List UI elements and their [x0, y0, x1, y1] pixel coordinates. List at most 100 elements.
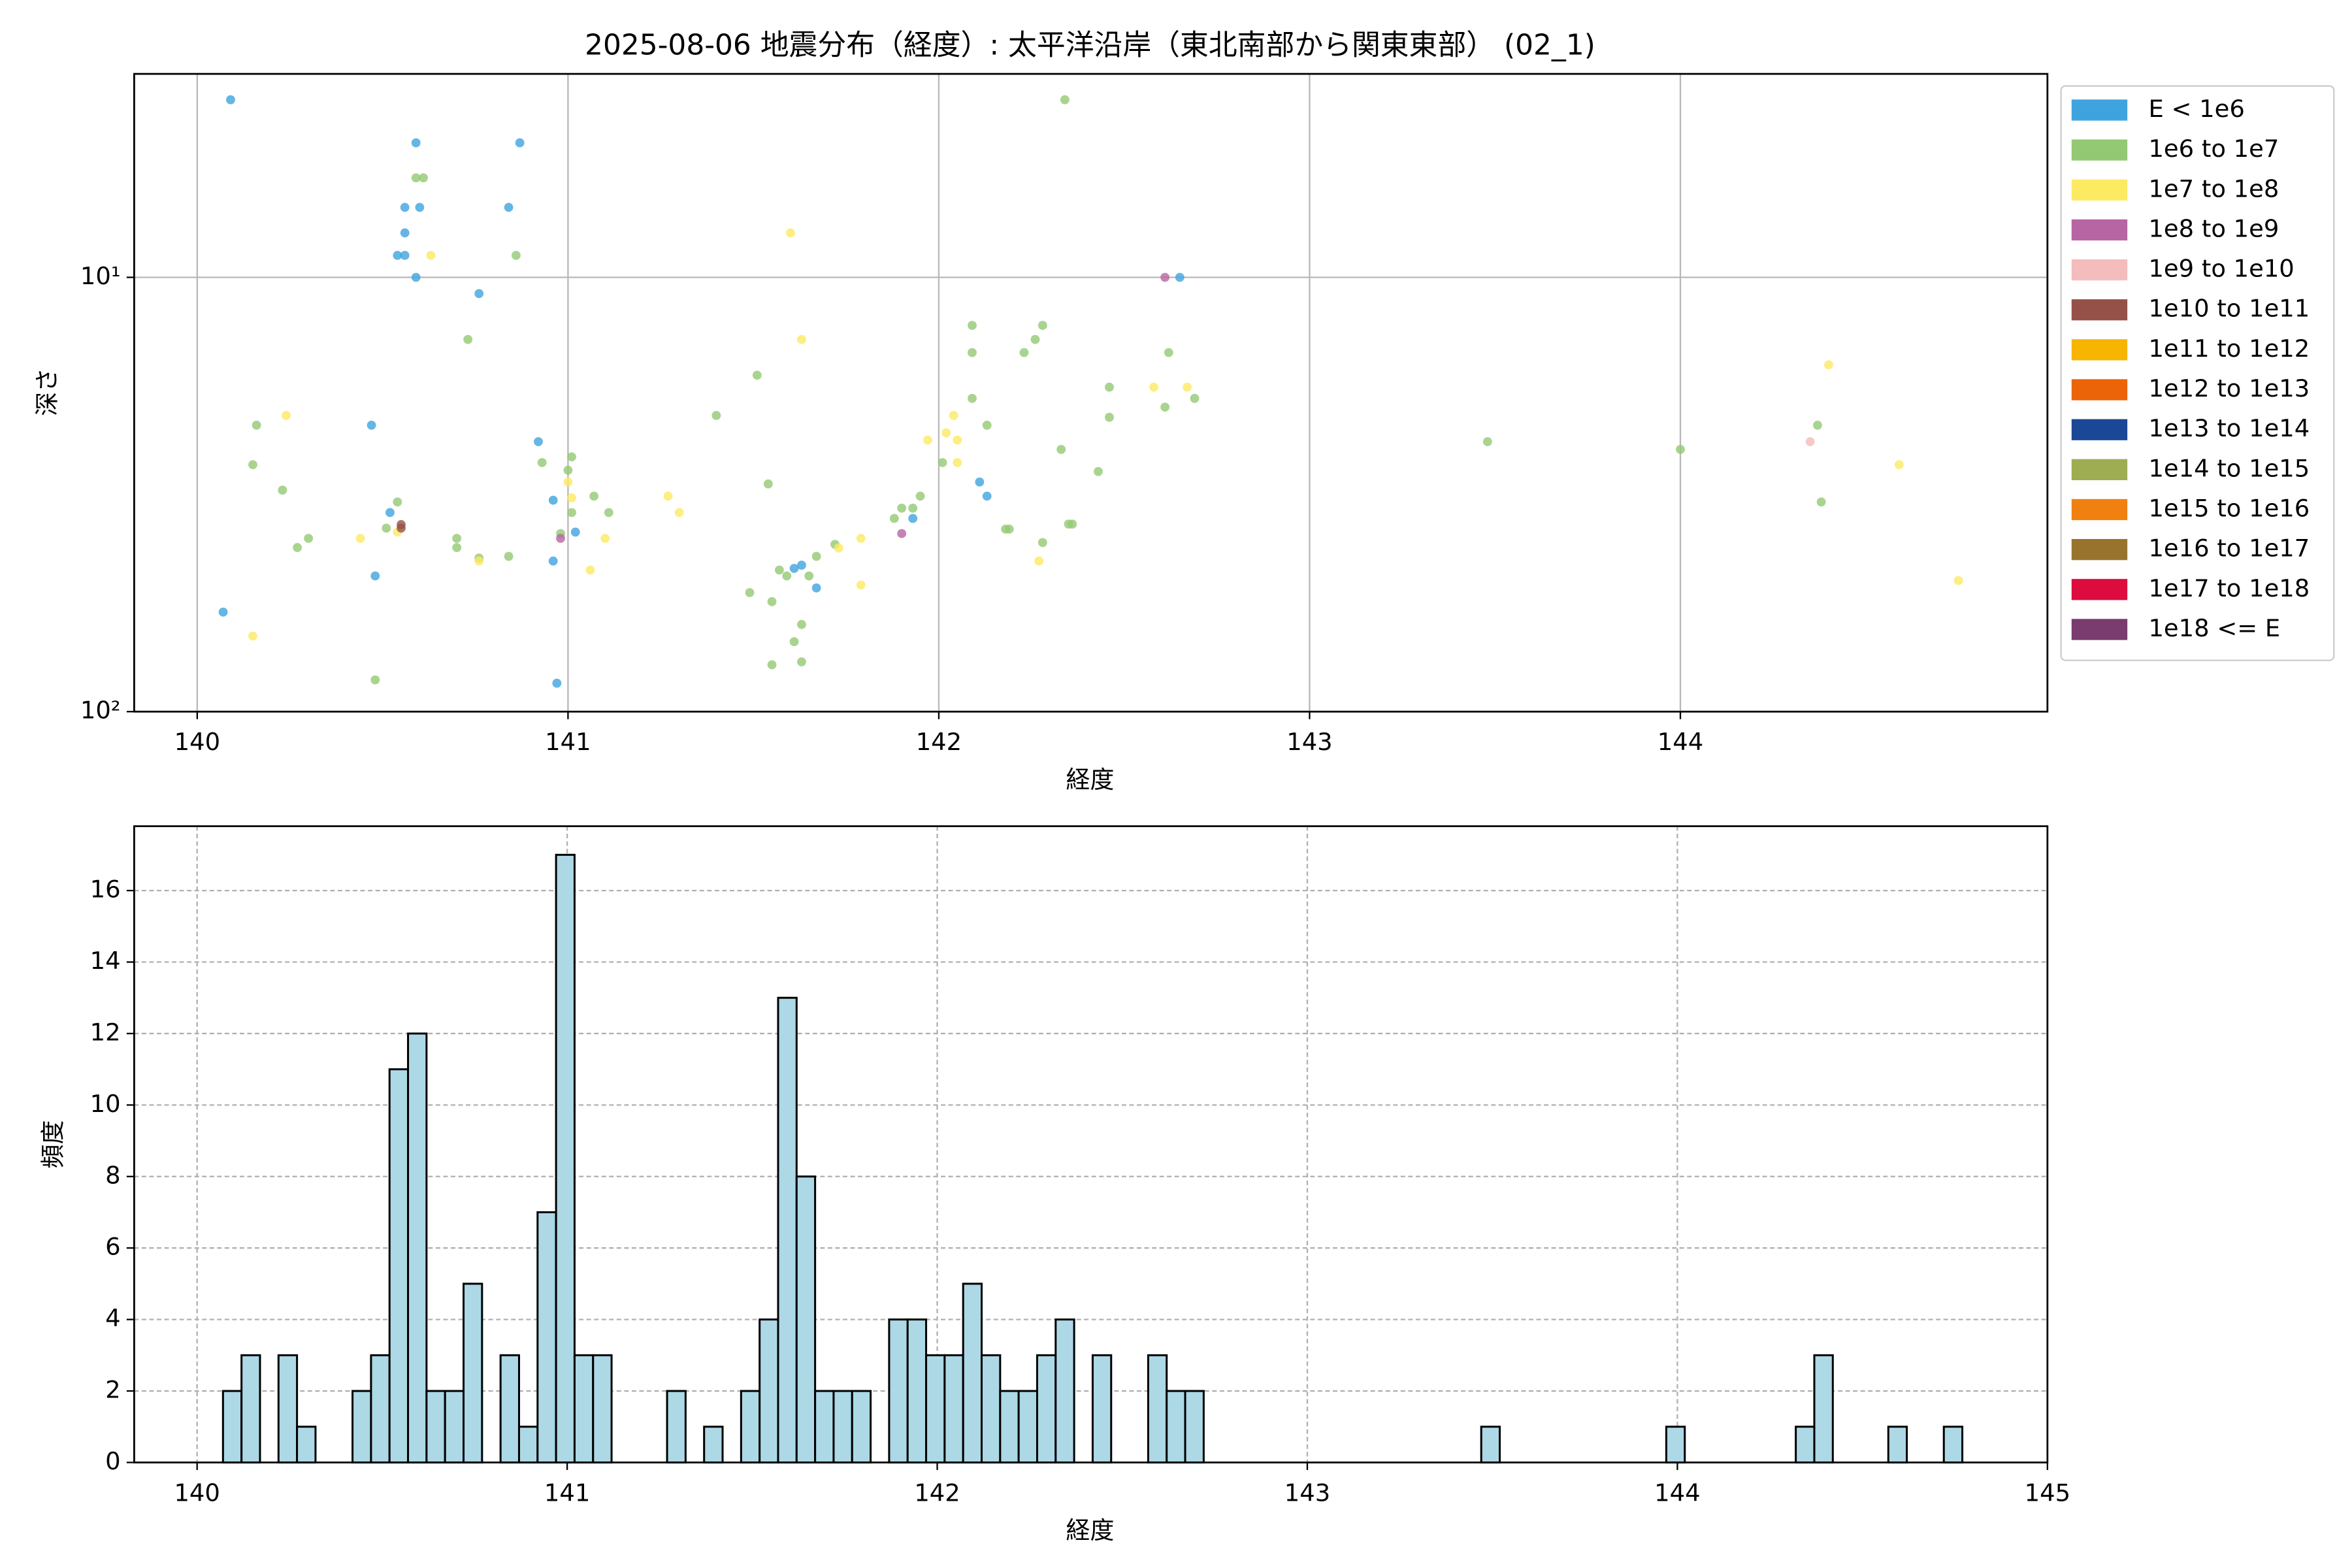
point — [370, 571, 380, 581]
point — [923, 435, 932, 445]
legend-swatch — [2071, 179, 2128, 201]
legend-swatch — [2071, 539, 2128, 561]
point — [278, 485, 287, 495]
point — [953, 458, 962, 467]
point — [567, 493, 576, 503]
point — [797, 657, 806, 666]
bar — [351, 1390, 372, 1463]
bar — [555, 853, 576, 1463]
y-tick-label: 4 — [105, 1304, 120, 1332]
point — [1060, 95, 1070, 105]
point — [1164, 348, 1173, 357]
point — [982, 420, 992, 430]
point — [856, 534, 866, 543]
point — [415, 203, 425, 212]
bar — [425, 1390, 446, 1463]
point — [1037, 321, 1047, 330]
point — [248, 460, 257, 470]
point — [293, 543, 302, 553]
point — [604, 508, 613, 517]
legend-label: 1e10 to 1e11 — [2148, 295, 2310, 323]
point — [797, 561, 806, 570]
legend-swatch — [2071, 419, 2128, 440]
bar — [906, 1318, 928, 1463]
bar — [1054, 1318, 1075, 1463]
legend-label: 1e7 to 1e8 — [2148, 174, 2279, 203]
point — [941, 428, 951, 438]
bar — [1036, 1354, 1057, 1463]
point — [968, 348, 977, 357]
point — [393, 497, 402, 507]
point — [400, 228, 410, 238]
point — [589, 491, 599, 501]
x-axis-label: 経度 — [1066, 1516, 1115, 1544]
point — [452, 534, 462, 543]
legend-swatch — [2071, 619, 2128, 640]
legend-swatch — [2071, 379, 2128, 400]
point — [563, 465, 573, 475]
point — [370, 675, 380, 685]
point — [385, 508, 395, 517]
point — [908, 514, 918, 523]
point — [248, 631, 257, 641]
y-axis-label: 頻度 — [39, 1120, 67, 1169]
bar — [1184, 1390, 1205, 1463]
bar — [1091, 1354, 1113, 1463]
legend-label: 1e13 to 1e14 — [2148, 414, 2310, 442]
point — [711, 411, 721, 420]
x-tick-label: 140 — [174, 728, 220, 756]
plot-frame — [133, 825, 2049, 1463]
point — [226, 95, 235, 105]
point — [1482, 437, 1492, 446]
x-tick-label: 145 — [2025, 1478, 2070, 1507]
point — [752, 370, 762, 380]
y-tick-label: 0 — [105, 1447, 120, 1475]
point — [218, 607, 228, 617]
bar — [573, 1354, 595, 1463]
point — [856, 580, 866, 590]
legend-label: 1e9 to 1e10 — [2148, 255, 2294, 283]
y-tick-label: 10² — [80, 696, 121, 725]
point — [1160, 402, 1170, 412]
point — [393, 250, 402, 260]
chart-title: 2025-08-06 地震分布（経度）: 太平洋沿岸（東北南部から関東東部） (… — [585, 29, 1595, 62]
point — [515, 138, 525, 148]
point — [763, 479, 773, 489]
point — [908, 503, 918, 513]
legend-label: 1e16 to 1e17 — [2148, 534, 2310, 563]
point — [834, 543, 843, 553]
legend-swatch — [2071, 339, 2128, 361]
x-tick-label: 142 — [914, 1478, 960, 1507]
point — [1056, 444, 1066, 454]
bar — [277, 1354, 299, 1463]
point — [1019, 348, 1029, 357]
legend-label: 1e8 to 1e9 — [2148, 214, 2279, 242]
x-tick-label: 144 — [1654, 1478, 1700, 1507]
y-tick-label: 6 — [105, 1233, 120, 1261]
bar — [981, 1354, 1002, 1463]
bar — [463, 1282, 483, 1463]
x-tick-label: 141 — [545, 728, 591, 756]
point — [563, 477, 573, 487]
point — [1094, 466, 1103, 476]
point — [1824, 360, 1833, 370]
point — [567, 508, 576, 517]
point — [897, 529, 907, 538]
point — [355, 534, 365, 543]
legend-swatch — [2071, 99, 2128, 121]
y-tick-label: 2 — [105, 1376, 120, 1404]
point — [567, 452, 576, 462]
point — [556, 534, 565, 543]
legend-label: 1e15 to 1e16 — [2148, 495, 2310, 523]
x-tick-label: 141 — [544, 1478, 590, 1507]
bar — [759, 1318, 779, 1463]
y-tick-label: 16 — [90, 875, 121, 904]
point — [304, 534, 314, 543]
bar — [1887, 1426, 1908, 1463]
legend-swatch — [2071, 219, 2128, 241]
bar — [1813, 1354, 1834, 1463]
bar — [1942, 1426, 1964, 1463]
y-axis-label: 深さ — [33, 368, 61, 416]
